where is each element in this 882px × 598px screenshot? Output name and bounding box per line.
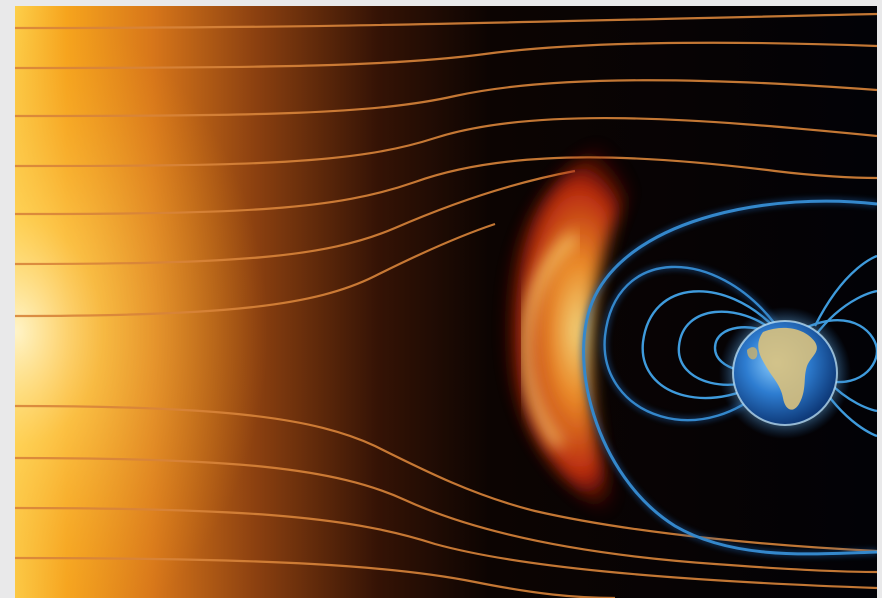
- bow-shock: [503, 136, 655, 526]
- earth-globe: [719, 307, 851, 439]
- solar-wind-lines: [15, 12, 877, 598]
- space-weather-illustration: [15, 6, 877, 598]
- field-line-glow: [579, 197, 877, 558]
- earth-landmass: [758, 327, 817, 410]
